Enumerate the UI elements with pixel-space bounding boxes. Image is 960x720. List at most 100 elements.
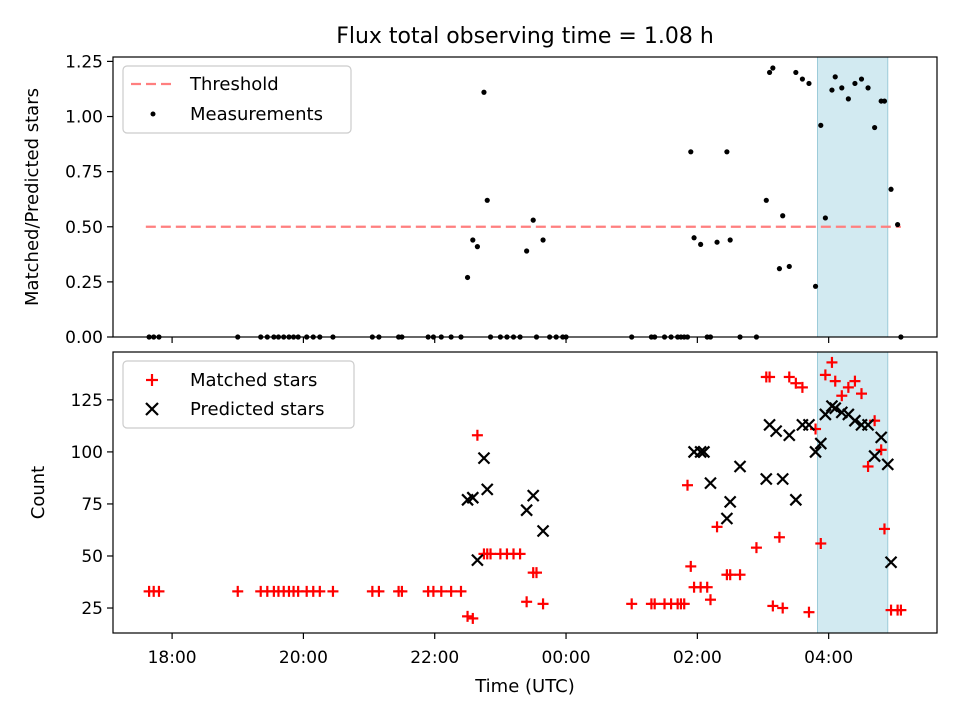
top-axes-frame xyxy=(112,56,938,338)
measurement-point xyxy=(770,65,776,71)
matched-star-marker xyxy=(314,585,326,597)
predicted-stars-points xyxy=(461,399,898,569)
top-y-ticks: 0.00 0.25 0.50 0.75 1.00 1.25 xyxy=(65,52,113,348)
matched-star-marker xyxy=(836,390,848,402)
matched-star-marker xyxy=(767,600,779,612)
predicted-star-marker xyxy=(723,495,737,509)
matched-star-marker xyxy=(537,598,549,610)
predicted-star-marker xyxy=(789,493,803,507)
predicted-star-marker xyxy=(868,449,881,463)
top-highlight-span xyxy=(817,56,889,338)
predicted-star-marker xyxy=(471,553,484,567)
predicted-star-marker xyxy=(520,503,533,517)
matched-star-marker xyxy=(764,371,776,383)
matched-star-marker xyxy=(783,371,795,383)
matched-star-marker xyxy=(396,585,408,597)
matched-star-marker xyxy=(819,369,831,381)
measurement-point xyxy=(763,197,769,203)
measurement-point xyxy=(530,217,536,223)
measurement-point xyxy=(818,122,824,128)
top-axes: 0.00 0.25 0.50 0.75 1.00 1.25 Matched/Predict… xyxy=(22,52,938,348)
measurement-point xyxy=(727,237,733,243)
matched-star-marker xyxy=(849,375,861,387)
bottom-x-tick-label: 00:00 xyxy=(542,648,591,668)
measurement-point xyxy=(858,76,865,82)
predicted-star-marker xyxy=(697,445,711,459)
matched-star-marker xyxy=(855,388,867,400)
predicted-legend-label: Predicted stars xyxy=(190,399,324,420)
measurement-point xyxy=(793,69,799,76)
predicted-star-marker xyxy=(720,512,734,525)
predicted-star-marker xyxy=(782,428,796,442)
matched-star-marker xyxy=(514,548,526,560)
measurement-point xyxy=(698,241,704,248)
measurement-point xyxy=(484,197,490,203)
matched-star-marker xyxy=(467,612,479,624)
predicted-star-marker xyxy=(819,408,832,421)
matched-star-marker xyxy=(232,585,244,597)
top-y-tick-label: 1.25 xyxy=(65,52,103,72)
matched-star-marker xyxy=(734,569,746,581)
measurement-point xyxy=(852,80,858,87)
matched-star-marker xyxy=(485,548,497,560)
matched-star-marker xyxy=(521,596,533,608)
top-y-tick-label: 0.00 xyxy=(65,328,103,348)
measurements-legend-swatch xyxy=(150,111,156,117)
top-legend-box xyxy=(122,65,352,134)
bottom-highlight-span xyxy=(817,351,889,634)
bottom-y-tick-label: 100 xyxy=(71,443,103,463)
matched-star-marker xyxy=(750,542,762,554)
measurement-point xyxy=(812,283,819,289)
measurement-point xyxy=(780,213,786,219)
threshold-legend-label: Threshold xyxy=(189,74,279,95)
matched-star-marker xyxy=(153,585,165,597)
measurement-point xyxy=(776,266,783,272)
measurement-point xyxy=(822,215,828,221)
predicted-star-marker xyxy=(848,414,862,427)
measurement-point xyxy=(481,89,487,95)
predicted-star-marker xyxy=(802,418,816,432)
matched-star-marker xyxy=(724,569,736,581)
measurement-point xyxy=(524,248,530,254)
measurement-point xyxy=(845,96,851,102)
top-y-tick-label: 1.00 xyxy=(65,108,103,128)
matched-star-marker xyxy=(701,581,713,593)
bottom-y-tick-label: 75 xyxy=(81,495,103,515)
measurement-point xyxy=(474,244,480,250)
matched-star-marker xyxy=(435,585,447,597)
measurement-point xyxy=(839,85,845,91)
matched-star-marker xyxy=(373,585,385,597)
matched-star-marker xyxy=(445,585,457,597)
matched-star-marker xyxy=(626,598,638,610)
bottom-y-tick-label: 50 xyxy=(81,547,103,567)
matched-star-marker xyxy=(875,444,887,456)
measurement-point xyxy=(766,69,773,76)
predicted-star-marker xyxy=(536,524,550,538)
measurement-point xyxy=(540,237,546,243)
measurement-point xyxy=(688,149,694,155)
predicted-star-marker xyxy=(861,418,875,432)
predicted-star-marker xyxy=(704,476,717,490)
top-x-ticks xyxy=(171,337,830,343)
top-y-tick-label: 0.50 xyxy=(65,218,103,238)
measurement-point xyxy=(888,186,894,192)
measurements-legend-label: Measurements xyxy=(190,104,323,125)
matched-star-marker xyxy=(711,521,723,533)
measurement-point xyxy=(832,74,838,80)
matched-star-marker xyxy=(878,523,890,535)
bottom-x-tick-label: 22:00 xyxy=(410,648,459,668)
matched-star-marker xyxy=(704,594,716,606)
matched-star-marker xyxy=(826,356,838,368)
bottom-x-tick-label: 20:00 xyxy=(279,648,328,668)
predicted-legend-swatch xyxy=(145,402,159,416)
matched-star-marker xyxy=(829,375,841,387)
bottom-y-tick-label: 25 xyxy=(81,599,103,619)
predicted-star-marker xyxy=(884,555,898,569)
matched-star-marker xyxy=(685,560,697,572)
bottom-y-ticks: 25 50 75 100 125 xyxy=(71,391,113,619)
matched-star-marker xyxy=(815,537,827,549)
predicted-star-marker xyxy=(466,491,480,504)
matched-star-marker xyxy=(842,381,854,393)
measurement-point xyxy=(799,76,806,82)
measurement-point xyxy=(470,237,476,243)
